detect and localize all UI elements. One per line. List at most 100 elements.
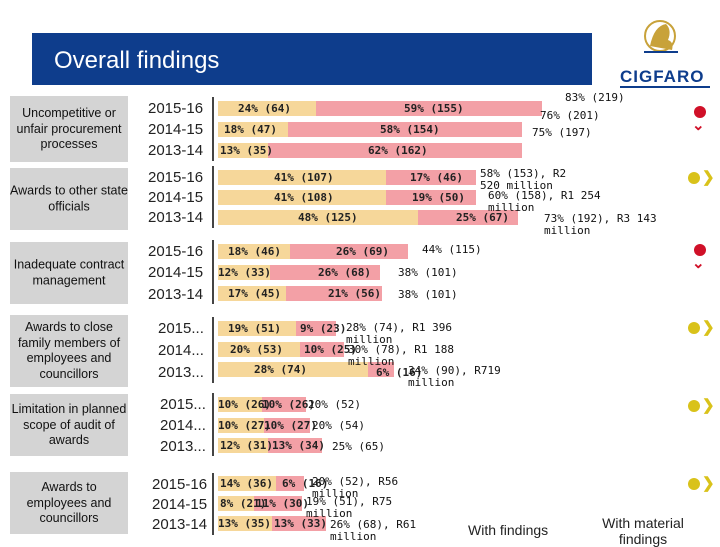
bar-segment-b — [386, 170, 476, 185]
bar-label-a: 18% (47) — [224, 123, 277, 136]
bar-label-b: 59% (155) — [404, 102, 464, 115]
slide-title: Overall findings — [54, 47, 220, 74]
bar-segment-b — [300, 342, 344, 357]
legend-with-material-findings: With material findings — [602, 515, 684, 547]
yellow-dot-icon — [688, 478, 700, 490]
bar-segment-b — [368, 362, 394, 377]
bar-label-b: 11% (30) — [256, 497, 309, 510]
total-label: 38% (101) — [398, 288, 458, 301]
year-label: 2014-15 — [148, 189, 204, 206]
bar-segment-a — [218, 438, 268, 453]
total-label: 20% (54) — [312, 419, 365, 432]
bar-label-a: 12% (31) — [220, 439, 273, 452]
year-label: 2015... — [158, 320, 204, 337]
category-state-officials: Awards to other state officials — [10, 168, 128, 230]
bar-segment-a — [218, 476, 276, 491]
total-label: 75% (197) — [532, 126, 592, 139]
year-label: 2014... — [160, 417, 206, 434]
total-label: 20% (52), R56 million — [312, 475, 399, 500]
bar-segment-b — [268, 143, 522, 158]
bar-segment-a — [218, 210, 418, 225]
category-close-family: Awards to close family members of employ… — [10, 315, 128, 387]
bar-segment-b — [270, 265, 380, 280]
year-label: 2013... — [158, 364, 204, 381]
bar-label-a: 20% (53) — [230, 343, 283, 356]
total-label: 38% (101) — [398, 266, 458, 279]
bar-label-a: 48% (125) — [298, 211, 358, 224]
chevron-right-icon: ❯ — [702, 319, 715, 336]
bar-label-b: 9% (23) — [300, 322, 347, 335]
category-label: Awards to other state officials — [10, 183, 128, 214]
chevron-down-icon: ⌄ — [692, 255, 705, 272]
bar-label-a: 8% (21) — [220, 497, 267, 510]
bar-segment-b — [268, 438, 322, 453]
bar-segment-b — [288, 122, 522, 137]
year-label: 2013-14 — [148, 209, 204, 226]
bar-segment-a — [218, 122, 288, 137]
year-label: 2014-15 — [148, 264, 204, 281]
bar-segment-a — [218, 244, 290, 259]
bar-label-b: 21% (56) — [328, 287, 381, 300]
total-label: 73% (192), R3 143 million — [544, 212, 657, 237]
red-dot-icon — [694, 244, 706, 256]
year-label: 2014-15 — [152, 496, 208, 513]
bar-segment-b — [264, 418, 310, 433]
bar-label-b: 6% (16) — [282, 477, 329, 490]
category-limitation-scope: Limitation in planned scope of audit of … — [10, 394, 128, 456]
slide-header: Overall findings — [32, 33, 592, 85]
total-label: 44% (115) — [422, 243, 482, 256]
bar-label-a: 13% (35) — [218, 517, 271, 530]
bar-segment-a — [218, 496, 254, 511]
total-label: 76% (201) — [540, 109, 600, 122]
yellow-dot-icon — [688, 322, 700, 334]
chevron-right-icon: ❯ — [702, 169, 715, 186]
bar-segment-a — [218, 397, 262, 412]
total-label: 28% (74), R1 396 million — [346, 321, 452, 346]
bar-label-b: 13% (33) — [274, 517, 327, 530]
bar-label-a: 10% (27) — [218, 419, 271, 432]
bar-label-a: 19% (51) — [228, 322, 281, 335]
category-employees-councillors: Awards to employees and councillors — [10, 472, 128, 534]
red-dot-icon — [694, 106, 706, 118]
bar-label-a: 12% (33) — [218, 266, 271, 279]
year-label: 2015... — [160, 396, 206, 413]
total-label: 25% (65) — [332, 440, 385, 453]
bar-segment-a — [218, 143, 268, 158]
cigfaro-logo: CIGFARO — [614, 12, 720, 97]
bar-segment-a — [218, 101, 316, 116]
bar-segment-b — [316, 101, 542, 116]
bar-label-a: 17% (45) — [228, 287, 281, 300]
bar-label-a: 10% (26) — [218, 398, 271, 411]
bar-label-b: 10% (27) — [264, 419, 317, 432]
bar-segment-b — [386, 190, 476, 205]
total-label: 60% (158), R1 254 million — [488, 189, 601, 214]
category-label: Awards to close family members of employ… — [17, 320, 121, 381]
chevron-right-icon: ❯ — [702, 397, 715, 414]
chevron-down-icon: ⌄ — [692, 117, 705, 134]
bar-segment-a — [218, 190, 386, 205]
category-label: Uncompetitive or unfair procurement proc… — [16, 105, 122, 151]
year-label: 2015-16 — [148, 169, 204, 186]
year-label: 2014... — [158, 342, 204, 359]
axis-line — [212, 317, 214, 383]
category-label: Limitation in planned scope of audit of … — [11, 401, 127, 447]
logo-wordmark: CIGFARO — [620, 67, 705, 86]
axis-line — [212, 97, 214, 161]
category-contract-management: Inadequate contract management — [10, 242, 128, 304]
year-label: 2013-14 — [148, 286, 204, 303]
bar-segment-a — [218, 170, 386, 185]
axis-line — [212, 166, 214, 228]
bar-label-a: 41% (108) — [274, 191, 334, 204]
category-label: Awards to employees and councillors — [26, 479, 112, 525]
bar-label-a: 14% (36) — [220, 477, 273, 490]
category-label: Inadequate contract management — [13, 257, 125, 288]
bar-label-b: 6% (16) — [376, 366, 423, 379]
bar-label-b: 10% (26) — [262, 398, 315, 411]
legend-with-findings: With findings — [468, 522, 549, 538]
year-label: 2015-16 — [148, 243, 204, 260]
axis-line — [212, 393, 214, 456]
year-label: 2013-14 — [152, 516, 208, 533]
bar-segment-a — [218, 321, 296, 336]
yellow-dot-icon — [688, 400, 700, 412]
axis-line — [212, 473, 214, 535]
